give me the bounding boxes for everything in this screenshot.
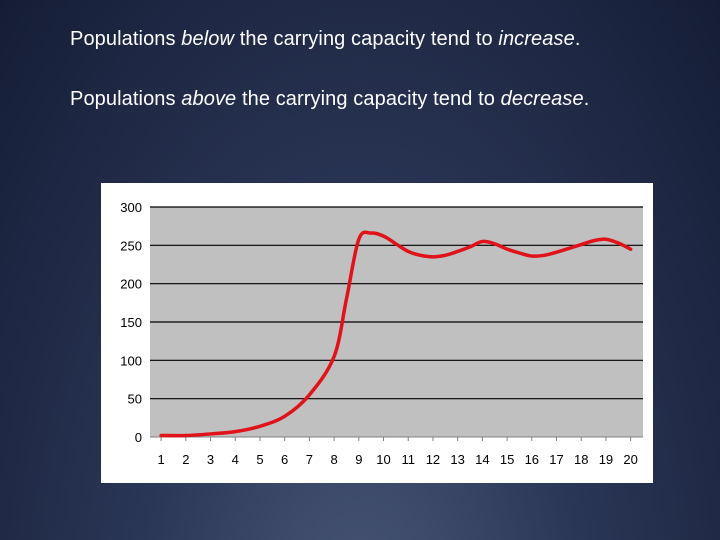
line1-emph-increase: increase [498, 28, 575, 50]
x-tick-label-17: 17 [549, 452, 563, 467]
x-tick-label-3: 3 [207, 452, 214, 467]
y-tick-label-250: 250 [120, 238, 142, 253]
y-tick-label-300: 300 [120, 200, 142, 215]
line1-prefix: Populations [70, 28, 182, 50]
x-tick-label-1: 1 [158, 452, 165, 467]
line1-middle: the carrying capacity tend to [234, 28, 499, 50]
x-tick-label-10: 10 [376, 452, 390, 467]
x-tick-label-5: 5 [256, 452, 263, 467]
line2-suffix: . [583, 88, 590, 110]
x-tick-label-4: 4 [232, 452, 239, 467]
y-tick-label-100: 100 [120, 353, 142, 368]
x-tick-label-14: 14 [475, 452, 489, 467]
text-line-above: Populations above the carrying capacity … [70, 88, 589, 111]
x-tick-label-13: 13 [450, 452, 464, 467]
x-tick-label-8: 8 [330, 452, 337, 467]
line2-prefix: Populations [70, 88, 182, 110]
y-tick-label-50: 50 [128, 392, 142, 407]
x-tick-label-7: 7 [306, 452, 313, 467]
x-tick-label-6: 6 [281, 452, 288, 467]
x-tick-label-18: 18 [574, 452, 588, 467]
y-tick-label-200: 200 [120, 277, 142, 292]
chart-panel: 0 50 100 150 200 250 300 1 2 3 4 5 6 7 8 9 10 11 12 13 14 15 1… [101, 183, 653, 483]
x-tick-label-16: 16 [525, 452, 539, 467]
x-tick-label-2: 2 [182, 452, 189, 467]
line1-emph-below: below [181, 28, 235, 50]
x-tick-label-9: 9 [355, 452, 362, 467]
x-tick-label-15: 15 [500, 452, 514, 467]
text-line-below: Populations below the carrying capacity … [70, 28, 580, 51]
y-tick-label-0: 0 [135, 430, 142, 445]
line2-middle: the carrying capacity tend to [236, 88, 501, 110]
x-tick-label-19: 19 [599, 452, 613, 467]
x-tick-label-12: 12 [426, 452, 440, 467]
line2-emph-decrease: decrease [500, 88, 584, 110]
x-tick-label-11: 11 [401, 452, 415, 467]
series-line-0 [159, 230, 633, 438]
line2-emph-above: above [181, 88, 237, 110]
x-tick-label-20: 20 [623, 452, 637, 467]
y-tick-label-150: 150 [120, 315, 142, 330]
line1-suffix: . [574, 28, 581, 50]
